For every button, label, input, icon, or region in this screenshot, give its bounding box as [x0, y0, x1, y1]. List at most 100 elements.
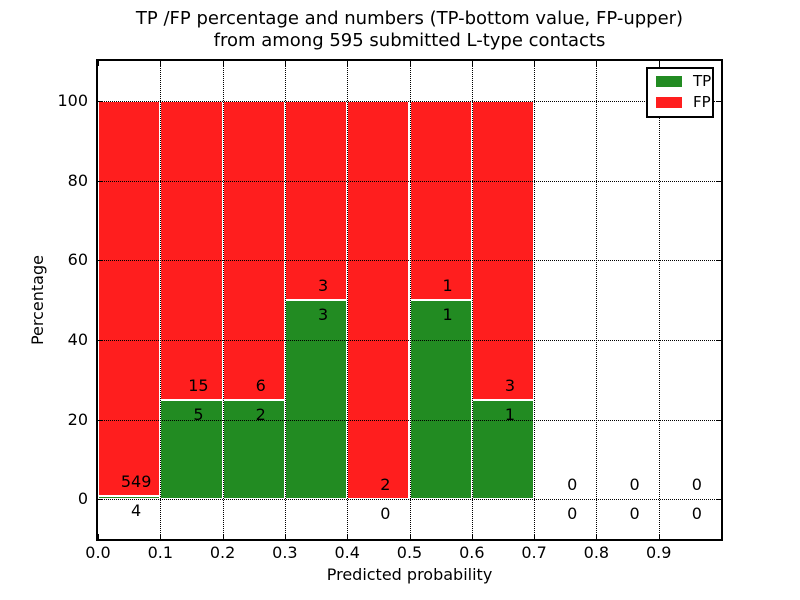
- x-tick-label: 0.6: [459, 543, 485, 562]
- fp-count-label: 1: [442, 276, 453, 295]
- x-tick-label: 0.1: [147, 543, 174, 562]
- x-tick-label: 0.5: [396, 543, 423, 562]
- vertical-gridline: [284, 61, 286, 539]
- fp-count-label: 3: [317, 276, 329, 295]
- fp-count-label: 3: [504, 375, 516, 395]
- x-tick-mark-top: [534, 61, 536, 66]
- x-tick-mark-top: [98, 61, 99, 66]
- legend: TP FP: [646, 67, 714, 118]
- vertical-gridline: [409, 61, 411, 539]
- fp-count-label: 549: [120, 472, 152, 492]
- x-tick-label: 0.3: [272, 543, 298, 562]
- legend-label-fp: FP: [693, 93, 711, 111]
- y-tick-mark-left: [98, 419, 103, 421]
- tp-count-label: 3: [317, 305, 329, 324]
- tp-count-label: 4: [131, 501, 142, 521]
- y-tick-label: 60: [67, 250, 88, 270]
- x-tick-mark-bottom: [409, 534, 411, 539]
- grid-layer: [98, 61, 721, 539]
- legend-label-tp: TP: [693, 72, 712, 90]
- vertical-gridline: [658, 61, 660, 539]
- tick-marks-layer: [98, 61, 721, 539]
- fp-count-label: 6: [255, 375, 266, 395]
- fp-count-label: 0: [567, 475, 578, 495]
- x-tick-label: 0.7: [521, 543, 547, 562]
- legend-item-fp: FP: [648, 95, 712, 110]
- x-tick-mark-bottom: [284, 534, 286, 539]
- x-tick-mark-top: [222, 61, 224, 66]
- x-tick-mark-bottom: [98, 534, 99, 539]
- tp-bar-segment: [98, 496, 161, 500]
- fp-bar-segment: [98, 100, 161, 497]
- tp-bar-segment: [471, 399, 535, 500]
- y-tick-label: 20: [67, 409, 88, 429]
- y-tick-mark-right: [716, 260, 721, 262]
- y-tick-mark-right: [716, 419, 721, 421]
- tp-bar-segment: [409, 300, 472, 500]
- fp-bar-segment: [347, 100, 410, 500]
- x-tick-mark-bottom: [658, 534, 660, 539]
- fp-bar-segment: [284, 100, 348, 300]
- bar-labels-layer: 549 4 15 5 6 2 3 3 2 0 1 1 3 1 0 0 0 0 0 0: [98, 61, 721, 539]
- x-tick-label: 0.2: [209, 543, 236, 562]
- plot-area: 549 4 15 5 6 2 3 3 2 0 1 1 3 1 0 0 0 0 0 0 TP FP: [96, 59, 723, 541]
- vertical-gridline: [222, 61, 224, 539]
- x-tick-mark-bottom: [160, 534, 162, 539]
- tp-bar-segment: [222, 399, 285, 500]
- bars-layer: [98, 61, 721, 539]
- tp-count-label: 1: [504, 404, 516, 424]
- x-tick-mark-top: [596, 61, 598, 66]
- x-tick-mark-top: [409, 61, 411, 66]
- x-tick-label: 0.9: [645, 543, 672, 562]
- y-tick-mark-left: [98, 260, 103, 262]
- y-tick-mark-right: [716, 339, 721, 341]
- legend-item-tp: TP: [648, 74, 712, 89]
- x-axis-label: Predicted probability: [326, 565, 493, 584]
- y-tick-mark-left: [98, 180, 103, 182]
- chart-title-line1: TP /FP percentage and numbers (TP-bottom…: [135, 8, 684, 29]
- x-tick-mark-top: [160, 61, 162, 66]
- x-tick-label: 0.4: [334, 543, 360, 562]
- vertical-gridline: [596, 61, 598, 539]
- vertical-gridline: [347, 61, 349, 539]
- x-tick-mark-bottom: [596, 534, 598, 539]
- x-tick-mark-top: [471, 61, 473, 66]
- tp-count-label: 0: [629, 504, 640, 524]
- y-tick-mark-left: [98, 339, 103, 341]
- x-tick-mark-bottom: [471, 534, 473, 539]
- y-tick-mark-left: [98, 100, 103, 102]
- y-tick-label: 0: [77, 489, 88, 509]
- chart-title-line2: from among 595 submitted L-type contacts: [213, 30, 606, 51]
- x-tick-label: 0.0: [85, 543, 111, 562]
- tp-count-label: 0: [691, 504, 702, 524]
- tp-bar-segment: [284, 300, 348, 500]
- vertical-gridline: [471, 61, 473, 539]
- tp-count-label: 2: [255, 404, 266, 424]
- y-tick-label: 40: [67, 329, 88, 349]
- y-tick-mark-left: [98, 499, 103, 501]
- fp-color-swatch: [656, 97, 682, 108]
- tp-count-label: 0: [380, 504, 391, 524]
- fp-count-label: 0: [629, 475, 640, 495]
- tp-count-label: 0: [567, 504, 578, 524]
- x-tick-mark-top: [347, 61, 349, 66]
- vertical-gridline: [160, 61, 162, 539]
- y-tick-label: 80: [67, 170, 88, 190]
- x-tick-mark-bottom: [222, 534, 224, 539]
- y-tick-mark-right: [716, 499, 721, 501]
- y-tick-mark-right: [716, 100, 721, 102]
- tp-count-label: 5: [193, 404, 204, 424]
- x-tick-label: 0.8: [583, 543, 610, 562]
- fp-count-label: 0: [691, 475, 702, 495]
- tp-count-label: 1: [442, 305, 453, 324]
- chart-title: TP /FP percentage and numbers (TP-bottom…: [96, 8, 723, 52]
- fp-count-label: 2: [380, 475, 391, 495]
- y-axis-label: Percentage: [28, 255, 47, 346]
- y-tick-mark-right: [716, 180, 721, 182]
- x-tick-mark-top: [284, 61, 286, 66]
- tp-color-swatch: [656, 76, 682, 87]
- vertical-gridline: [534, 61, 536, 539]
- x-tick-mark-bottom: [534, 534, 536, 539]
- fp-count-label: 15: [188, 375, 209, 395]
